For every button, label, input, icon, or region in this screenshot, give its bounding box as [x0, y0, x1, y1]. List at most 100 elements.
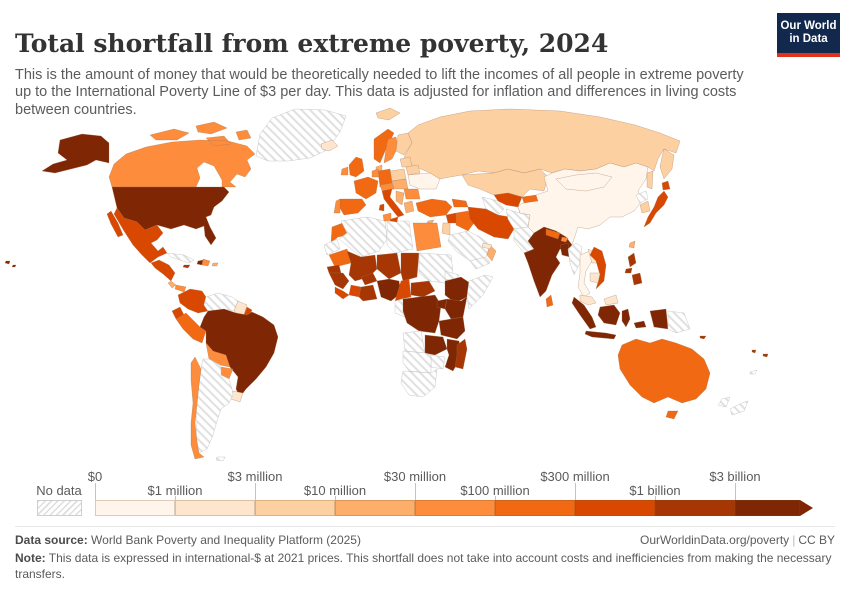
country-south-africa[interactable] [400, 368, 438, 398]
country-ukraine[interactable] [407, 172, 441, 190]
country-central-america[interactable] [150, 259, 176, 282]
country-tanzania[interactable] [438, 316, 466, 340]
country-australia[interactable] [617, 338, 711, 404]
country-vietnam[interactable] [589, 246, 607, 290]
legend-bin-5[interactable] [495, 500, 575, 516]
country-libya[interactable] [386, 220, 414, 254]
country-niger[interactable] [376, 252, 402, 280]
country-spain[interactable] [337, 198, 367, 216]
country-greece[interactable] [403, 200, 415, 214]
country-zambia[interactable] [424, 334, 448, 356]
country-central-african-republic[interactable] [410, 280, 436, 298]
country-baltics[interactable] [399, 156, 413, 168]
country-south-korea[interactable] [639, 200, 651, 214]
country-ireland[interactable] [340, 166, 349, 176]
country-portugal[interactable] [333, 198, 341, 214]
country-israel-jordan[interactable] [441, 222, 451, 236]
country-vanuatu[interactable] [751, 349, 757, 354]
country-yemen[interactable] [469, 256, 491, 270]
country-sweden[interactable] [383, 136, 399, 164]
country-france[interactable] [353, 176, 379, 200]
country-senegal[interactable] [326, 264, 342, 274]
owid-link[interactable]: OurWorldinData.org/poverty [640, 533, 790, 547]
country-caucasus[interactable] [451, 198, 469, 208]
legend-bin-4[interactable] [415, 500, 495, 516]
country-western-sahara[interactable] [323, 238, 341, 256]
country-iceland[interactable] [320, 139, 339, 152]
country-costa-rica[interactable] [167, 280, 177, 289]
country-indonesia[interactable] [571, 296, 669, 340]
country-greenland[interactable] [255, 108, 347, 162]
country-zimbabwe[interactable] [430, 354, 446, 370]
country-taiwan[interactable] [628, 240, 636, 249]
country-australia-tasmania[interactable] [665, 410, 679, 420]
country-gulf-states[interactable] [481, 242, 493, 250]
country-belarus[interactable] [405, 164, 421, 176]
country-fiji[interactable] [762, 353, 769, 358]
country-somalia[interactable] [466, 274, 494, 310]
country-cambodia[interactable] [589, 272, 601, 284]
country-turkey[interactable] [415, 198, 453, 218]
legend-bin-0[interactable] [95, 500, 175, 516]
country-angola[interactable] [402, 330, 426, 354]
legend-no-data-swatch[interactable] [37, 500, 82, 516]
country-bhutan[interactable] [560, 236, 569, 243]
country-mexico[interactable] [106, 207, 168, 264]
country-namibia-botswana[interactable] [402, 350, 432, 374]
country-italy[interactable] [378, 188, 405, 223]
country-sierra-leone-liberia[interactable] [334, 286, 350, 300]
country-ghana-togo-benin[interactable] [358, 284, 378, 302]
legend-bin-6[interactable] [575, 500, 655, 516]
country-egypt[interactable] [412, 222, 442, 252]
country-brazil[interactable] [199, 308, 279, 398]
country-finland[interactable] [395, 132, 413, 156]
country-cuba[interactable] [166, 252, 195, 264]
country-usa-hawaii[interactable] [4, 260, 17, 268]
country-dominican-republic[interactable] [201, 258, 211, 267]
country-malaysia[interactable] [579, 294, 619, 306]
country-usa-alaska[interactable] [41, 133, 110, 174]
country-north-korea[interactable] [635, 190, 649, 204]
country-venezuela[interactable] [203, 292, 239, 312]
country-romania-bulgaria[interactable] [403, 188, 421, 200]
country-kenya[interactable] [444, 296, 468, 320]
country-guinea[interactable] [328, 272, 350, 290]
country-colombia[interactable] [177, 288, 209, 314]
country-japan[interactable] [643, 180, 671, 228]
country-china[interactable] [517, 162, 649, 246]
legend-bin-2[interactable] [255, 500, 335, 516]
country-india[interactable] [523, 226, 573, 298]
country-drc[interactable] [402, 294, 442, 334]
country-algeria[interactable] [338, 216, 388, 258]
country-cyprus[interactable] [426, 219, 435, 224]
country-papua-new-guinea[interactable] [667, 310, 691, 334]
country-cameroon[interactable] [394, 278, 412, 302]
country-falkland-islands[interactable] [215, 456, 226, 462]
country-czech-slovakia-hungary[interactable] [391, 178, 409, 190]
country-turkmenistan[interactable] [481, 196, 505, 216]
legend-bin-7[interactable] [655, 500, 735, 516]
country-philippines[interactable] [624, 252, 643, 286]
country-svalbard[interactable] [375, 107, 401, 121]
country-new-caledonia[interactable] [749, 369, 758, 375]
country-panama[interactable] [174, 284, 187, 293]
country-jamaica[interactable] [182, 264, 191, 269]
country-mongolia[interactable] [555, 172, 613, 192]
legend-color-bar[interactable] [95, 500, 800, 516]
country-iran[interactable] [467, 206, 515, 240]
country-balkans[interactable] [395, 190, 405, 206]
country-russia[interactable] [403, 108, 681, 190]
world-choropleth-map[interactable] [0, 104, 850, 464]
country-canada[interactable] [108, 121, 256, 188]
owid-logo[interactable]: Our World in Data [777, 13, 840, 57]
country-puerto-rico[interactable] [211, 262, 219, 267]
country-tunisia[interactable] [382, 212, 392, 222]
country-nepal[interactable] [545, 228, 561, 240]
legend-bin-1[interactable] [175, 500, 255, 516]
country-kazakhstan[interactable] [461, 168, 549, 198]
country-solomon-islands[interactable] [699, 335, 707, 340]
legend-bin-3[interactable] [335, 500, 415, 516]
license-text[interactable]: CC BY [798, 533, 835, 547]
country-new-zealand[interactable] [717, 396, 749, 416]
legend-bin-8[interactable] [735, 500, 800, 516]
